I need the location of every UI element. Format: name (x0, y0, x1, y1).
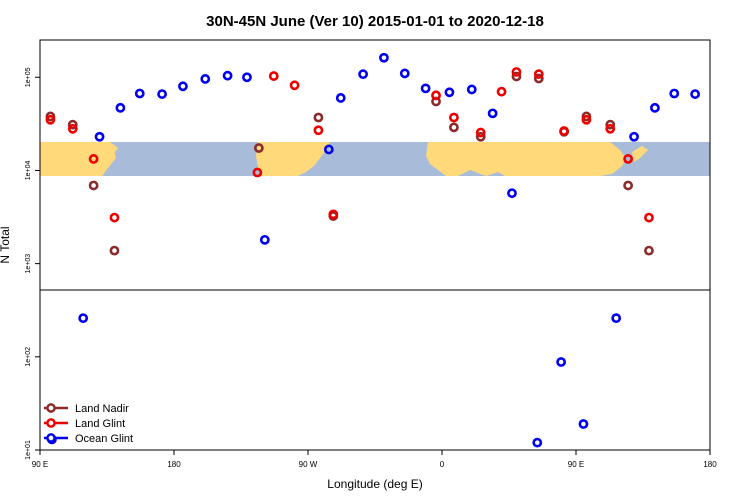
x-tick-label: 90 E (568, 460, 584, 469)
point-ocean-glint (556, 357, 567, 367)
point-land-glint (605, 123, 616, 134)
point-ocean-glint (94, 131, 105, 142)
point-ocean-glint (629, 131, 639, 142)
point-land-glint (533, 69, 544, 80)
point-land-nadir (581, 111, 592, 122)
point-land-glint (88, 154, 99, 164)
point-ocean-glint (578, 419, 589, 429)
point-land-nadir (109, 245, 120, 256)
y-tick-label: 1e+02 (25, 347, 32, 367)
x-tick-label: 180 (167, 460, 181, 469)
point-ocean-glint (358, 69, 368, 80)
legend-label-land-nadir: Land Nadir (75, 403, 129, 415)
point-ocean-glint (399, 68, 410, 79)
point-ocean-glint (157, 89, 167, 99)
point-ocean-glint (115, 102, 126, 113)
legend-label-land-glint: Land Glint (75, 418, 125, 430)
point-ocean-glint (200, 74, 211, 84)
point-land-glint (313, 125, 324, 136)
legend-label-ocean-glint: Ocean Glint (75, 433, 133, 445)
point-ocean-glint (242, 72, 252, 83)
point-land-nadir (623, 180, 634, 191)
data-points (45, 52, 701, 448)
point-land-nadir (605, 119, 616, 130)
map-land-1 (92, 150, 116, 176)
x-tick-label: 90 E (32, 460, 48, 469)
plot-frame (39, 39, 711, 451)
point-land-glint (431, 90, 441, 101)
point-land-glint (67, 123, 78, 134)
point-land-glint (109, 212, 120, 223)
point-ocean-glint (222, 70, 233, 81)
legend-marker-land-nadir (46, 403, 56, 413)
point-land-nadir (313, 112, 324, 123)
map-land-3 (426, 142, 626, 176)
point-ocean-glint (507, 188, 517, 199)
point-ocean-glint (444, 87, 455, 98)
point-land-glint (644, 212, 654, 223)
point-ocean-glint (487, 108, 498, 119)
point-ocean-glint (323, 144, 334, 155)
x-axis-label: Longitude (deg E) (327, 477, 422, 491)
point-land-glint (475, 127, 486, 138)
point-land-nadir (449, 122, 459, 133)
world-map-strip (40, 142, 710, 176)
map-land-2 (256, 142, 330, 176)
point-land-nadir (88, 180, 99, 191)
y-tick-label: 1e+04 (25, 161, 32, 181)
legend-marker-ocean-glint (46, 433, 56, 443)
point-land-nadir (511, 71, 522, 82)
point-land-glint (496, 86, 507, 97)
x-tick-label: 90 W (299, 460, 318, 469)
chart-title: 30N-45N June (Ver 10) 2015-01-01 to 2020… (206, 13, 544, 30)
point-ocean-glint (532, 437, 543, 448)
point-land-nadir (644, 245, 654, 256)
point-land-nadir (533, 73, 544, 84)
y-tick-label: 1e+03 (25, 254, 32, 274)
point-land-glint (449, 112, 459, 123)
point-ocean-glint (650, 102, 660, 113)
point-ocean-glint (134, 88, 145, 99)
y-axis: 1e+01 1e+02 1e+03 1e+04 1e+05 (25, 67, 40, 460)
point-land-glint (581, 114, 592, 125)
point-ocean-glint (78, 313, 89, 324)
point-ocean-glint (420, 83, 431, 94)
point-ocean-glint (178, 81, 188, 92)
legend: Land Nadir Land Glint Ocean Glint (44, 403, 133, 445)
x-tick-label: 180 (703, 460, 717, 469)
x-tick-label: 0 (440, 460, 445, 469)
point-ocean-glint (690, 89, 701, 99)
y-tick-label: 1e+01 (25, 440, 32, 460)
point-ocean-glint (259, 234, 270, 245)
point-ocean-glint (466, 84, 477, 95)
point-land-glint (45, 114, 56, 125)
point-land-glint (268, 71, 279, 81)
point-ocean-glint (669, 88, 680, 99)
point-land-nadir (67, 119, 78, 130)
point-land-glint (623, 154, 634, 164)
point-land-glint (289, 80, 300, 91)
point-land-glint (252, 167, 263, 178)
point-land-glint (511, 67, 522, 77)
point-ocean-glint (379, 52, 389, 63)
point-land-nadir (253, 143, 264, 153)
y-axis-label: N Total (0, 226, 12, 263)
point-ocean-glint (611, 313, 622, 324)
map-land-4 (632, 146, 648, 162)
x-axis: 90 E 180 90 W 0 90 E 180 (32, 450, 717, 469)
point-ocean-glint (335, 93, 346, 103)
y-tick-label: 1e+05 (25, 67, 32, 87)
point-land-glint (559, 126, 569, 136)
point-land-glint (328, 209, 339, 220)
point-land-nadir (45, 111, 56, 122)
point-land-nadir (475, 131, 486, 142)
legend-marker-land-glint (46, 418, 56, 428)
